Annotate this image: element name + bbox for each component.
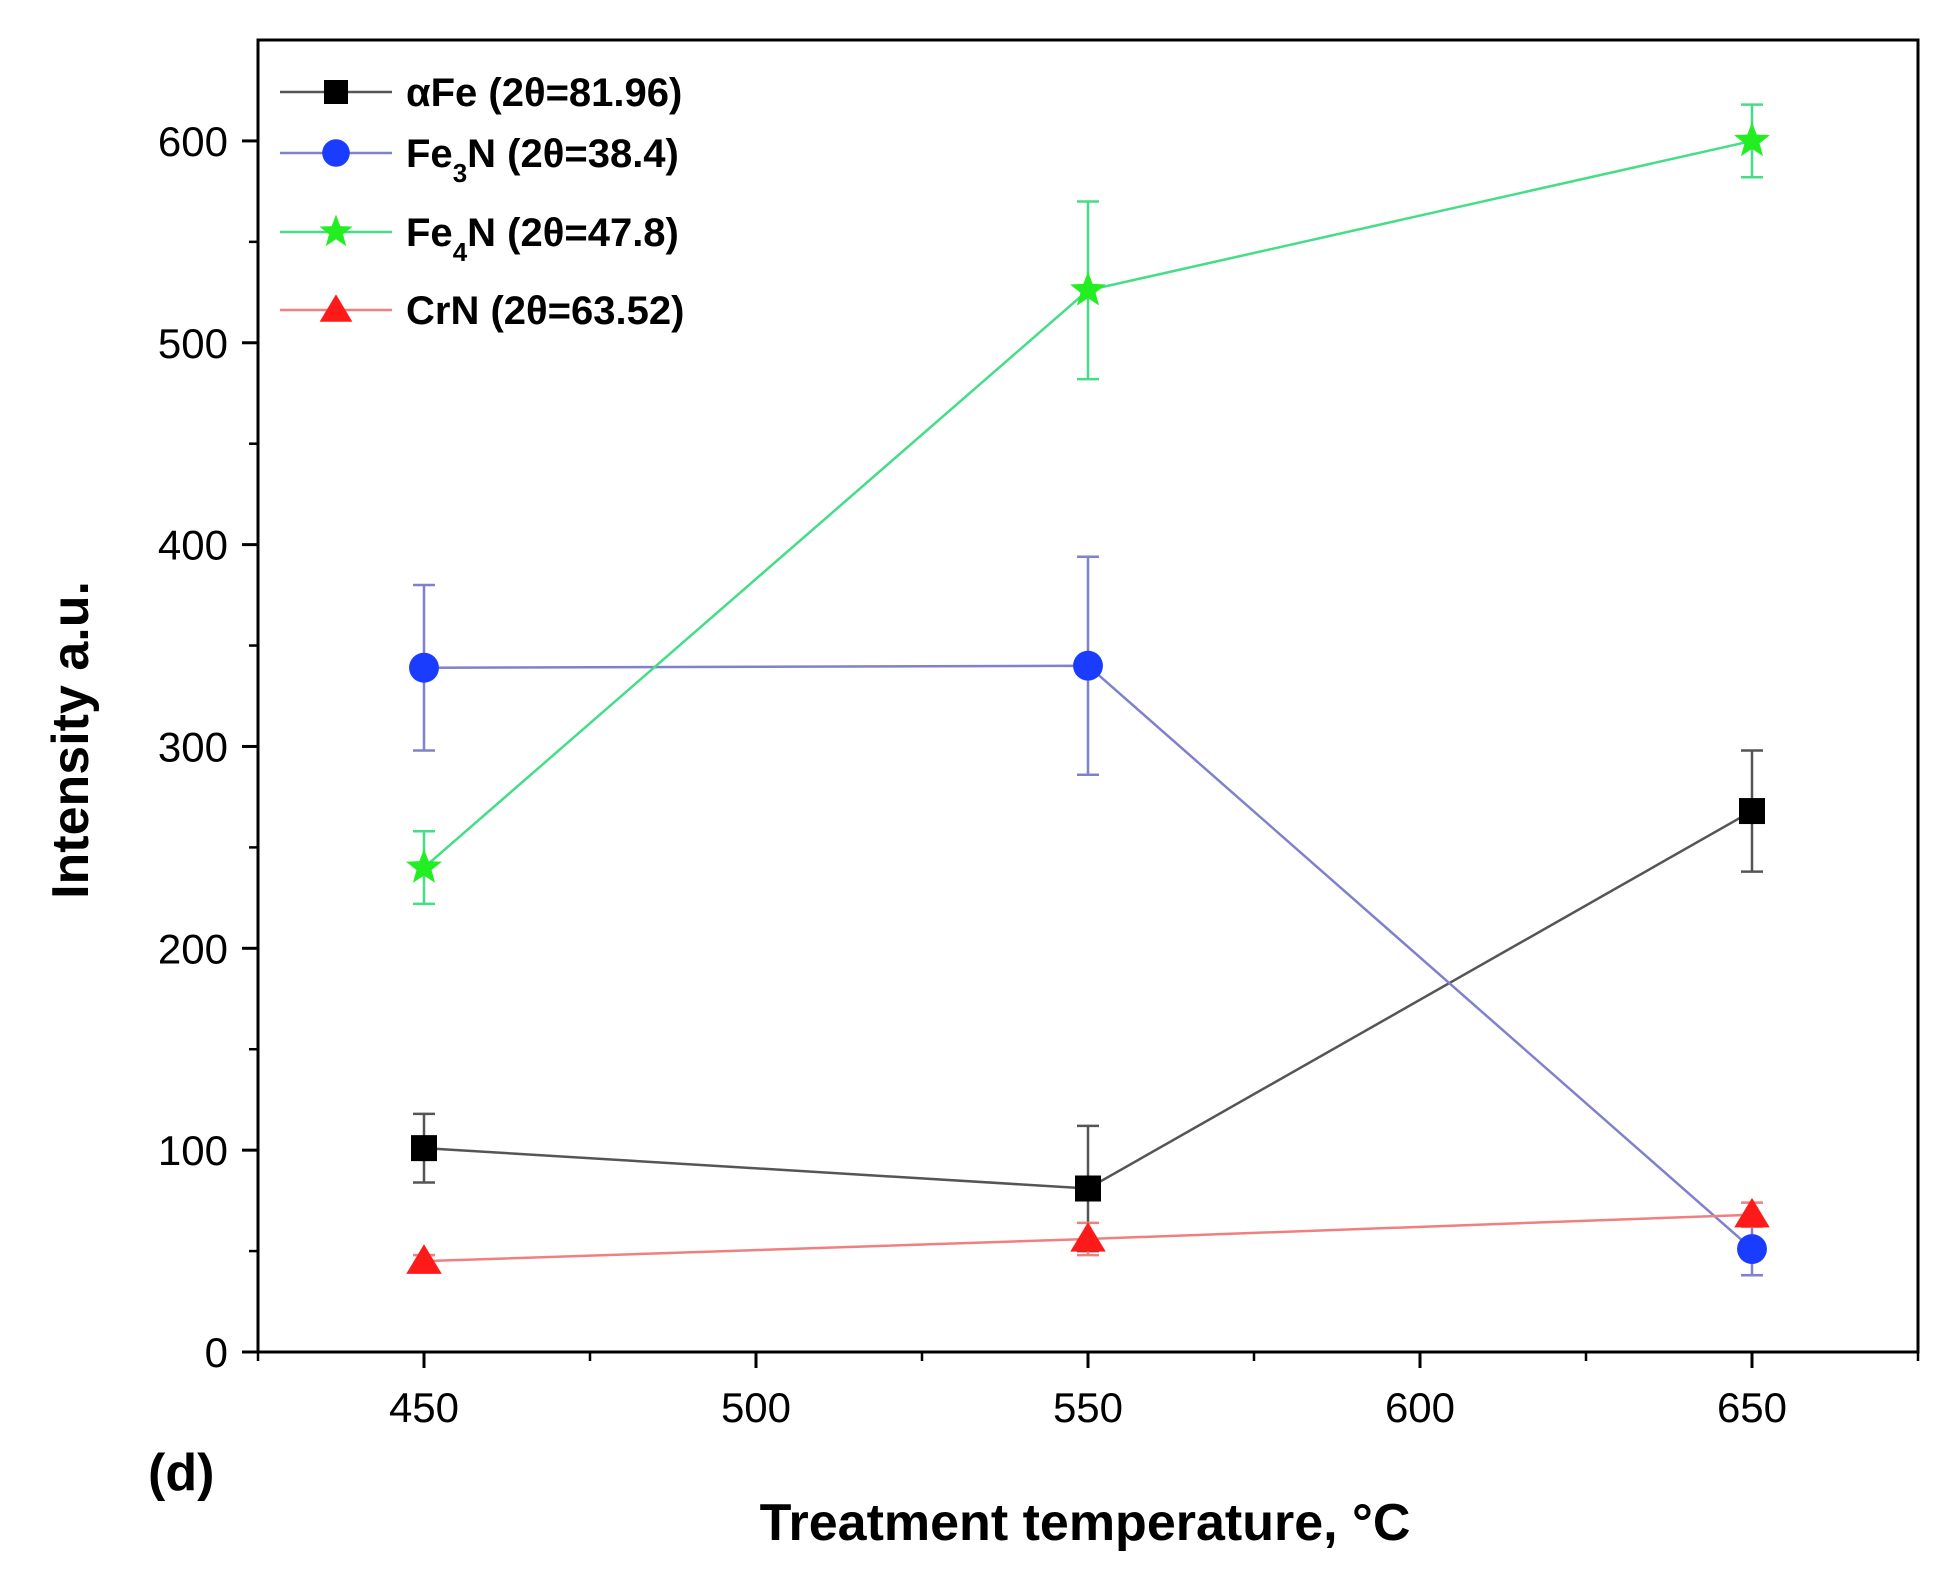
- data-point: [406, 1244, 442, 1274]
- data-point: [1734, 1197, 1770, 1228]
- legend-label: Fe4N (2θ=47.8): [406, 211, 679, 267]
- series-layer: [406, 103, 1770, 1277]
- panel-label: (d): [148, 1444, 214, 1502]
- legend-entry: Fe4N (2θ=47.8): [280, 211, 679, 267]
- series-0: [411, 749, 1765, 1253]
- legend: αFe (2θ=81.96) Fe3N (2θ=38.4) Fe4N (2θ=47.…: [280, 71, 684, 333]
- data-point: [411, 1135, 437, 1162]
- legend-marker: [319, 294, 353, 322]
- legend-marker: [324, 80, 348, 104]
- y-tick-label: 500: [158, 320, 228, 367]
- y-tick-label: 200: [158, 925, 228, 972]
- legend-entry: αFe (2θ=81.96): [280, 71, 682, 115]
- legend-label: αFe (2θ=81.96): [406, 71, 682, 115]
- series-2: [406, 103, 1770, 906]
- x-tick-label: 600: [1385, 1384, 1455, 1431]
- x-axis-title: Treatment temperature, °C: [760, 1494, 1411, 1552]
- x-tick-label: 550: [1053, 1384, 1123, 1431]
- y-tick-label: 100: [158, 1127, 228, 1174]
- data-point: [1070, 271, 1106, 306]
- data-point: [1737, 1234, 1767, 1265]
- data-point: [1739, 798, 1765, 825]
- legend-label: Fe3N (2θ=38.4): [406, 132, 679, 188]
- data-point: [406, 848, 442, 883]
- legend-entry: Fe3N (2θ=38.4): [280, 132, 679, 188]
- data-point: [1070, 1222, 1106, 1252]
- series-3: [406, 1197, 1770, 1274]
- data-point: [1734, 122, 1770, 157]
- legend-label: CrN (2θ=63.52): [406, 289, 684, 333]
- data-point: [1075, 1175, 1101, 1202]
- legend-marker: [322, 139, 350, 167]
- y-axis-title: Intensity a.u.: [42, 581, 100, 899]
- legend-entry: CrN (2θ=63.52): [280, 289, 684, 333]
- axes-layer: 450 500 550 600 650 0 100 200 300 400 500 600: [158, 38, 1920, 1431]
- series-1: [409, 555, 1767, 1277]
- x-tick-label: 450: [389, 1384, 459, 1431]
- y-tick-label: 600: [158, 118, 228, 165]
- y-tick-label: 300: [158, 723, 228, 770]
- legend-marker: [319, 214, 353, 247]
- data-point: [409, 652, 439, 683]
- x-tick-label: 650: [1717, 1384, 1787, 1431]
- x-tick-label: 500: [721, 1384, 791, 1431]
- y-tick-label: 400: [158, 522, 228, 569]
- y-tick-label: 0: [205, 1329, 228, 1376]
- data-point: [1073, 650, 1103, 681]
